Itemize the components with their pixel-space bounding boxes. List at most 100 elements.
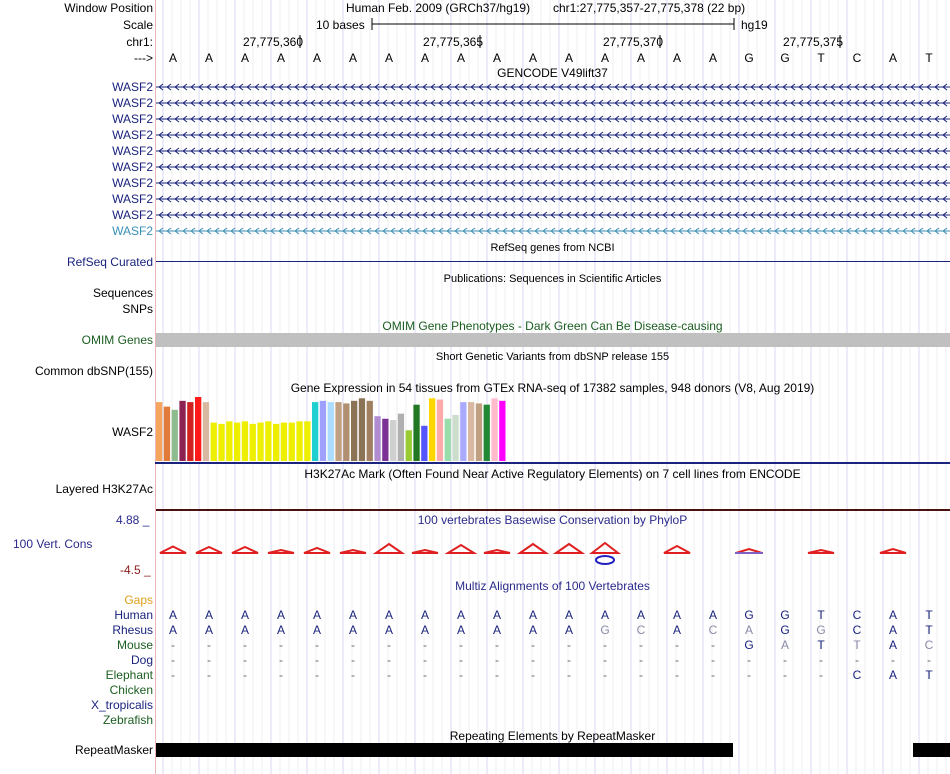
multiz-species-label[interactable]: X_tropicalis	[90, 698, 153, 712]
multiz-base: T	[817, 638, 825, 652]
gencode-transcript-line[interactable]	[156, 114, 950, 124]
multiz-base: A	[384, 623, 393, 637]
multiz-base: A	[456, 608, 465, 622]
phylop-base-glyph	[339, 548, 367, 554]
gencode-gene-label[interactable]: WASF2	[112, 144, 153, 158]
omim-feature-band[interactable]	[156, 333, 950, 347]
phylop-base-glyph	[516, 542, 550, 554]
omim-track-label[interactable]: OMIM Genes	[81, 333, 153, 347]
refseq-track-label[interactable]: RefSeq Curated	[66, 255, 153, 269]
gencode-gene-label[interactable]: WASF2	[112, 112, 153, 126]
gtex-track-label[interactable]: WASF2	[112, 425, 153, 439]
gencode-gene-label[interactable]: WASF2	[112, 160, 153, 174]
gtex-tissue-bar	[382, 418, 389, 461]
window-position-label: Window Position	[64, 1, 153, 15]
multiz-base: A	[708, 608, 717, 622]
gtex-tissue-bar	[273, 423, 280, 461]
multiz-base: -	[315, 638, 319, 652]
gencode-gene-label[interactable]: WASF2	[112, 128, 153, 142]
multiz-base: -	[495, 653, 499, 667]
multiz-base: A	[564, 608, 573, 622]
h3k27ac-track-label[interactable]: Layered H3K27Ac	[55, 482, 153, 496]
multiz-base: -	[675, 668, 679, 682]
multiz-base: -	[639, 638, 643, 652]
gencode-gene-label[interactable]: WASF2	[112, 80, 153, 94]
gencode-transcript-line[interactable]	[156, 146, 950, 156]
phylop-base-glyph	[807, 548, 835, 554]
gencode-transcript-line[interactable]	[156, 226, 950, 236]
gencode-transcript-line[interactable]	[156, 130, 950, 140]
multiz-track-title: Multiz Alignments of 100 Vertebrates	[455, 579, 650, 593]
dbsnp-track-title: Short Genetic Variants from dbSNP releas…	[435, 351, 670, 363]
gtex-track-title: Gene Expression in 54 tissues from GTEx …	[290, 381, 815, 395]
gencode-gene-label[interactable]: WASF2	[112, 176, 153, 190]
gencode-transcript-line[interactable]	[156, 194, 950, 204]
multiz-base: -	[315, 668, 319, 682]
multiz-base: A	[204, 608, 213, 622]
phylop-logo[interactable]	[155, 540, 950, 570]
multiz-base: T	[925, 668, 933, 682]
phylop-track-label[interactable]: 100 Vert. Cons	[13, 537, 93, 551]
phylop-max-label: 4.88 _	[116, 513, 150, 527]
gencode-gene-label[interactable]: WASF2	[112, 208, 153, 222]
publications-sequences-label[interactable]: Sequences	[92, 286, 153, 300]
gtex-tissue-bar	[163, 406, 171, 461]
gtex-tissue-bar	[265, 421, 272, 461]
gencode-transcript-line[interactable]	[156, 178, 950, 188]
gtex-tissue-bar	[358, 398, 366, 461]
multiz-base: A	[204, 623, 213, 637]
multiz-species-label[interactable]: Human	[114, 608, 153, 622]
multiz-base: A	[888, 638, 897, 652]
multiz-base: A	[600, 608, 609, 622]
multiz-species-label[interactable]: Rhesus	[112, 623, 153, 637]
multiz-species-label[interactable]: Dog	[130, 653, 153, 667]
multiz-base: -	[783, 653, 787, 667]
phylop-base-glyph	[231, 545, 259, 554]
refseq-line[interactable]	[156, 261, 950, 262]
base-letter: A	[420, 51, 429, 65]
multiz-species-label[interactable]: Mouse	[116, 638, 153, 652]
repeat-element-block[interactable]	[156, 743, 733, 757]
gencode-gene-label[interactable]: WASF2	[112, 96, 153, 110]
multiz-base: -	[639, 653, 643, 667]
base-letter: A	[204, 51, 213, 65]
gtex-tissue-bar	[288, 422, 295, 461]
gtex-tissue-bar	[351, 400, 358, 461]
repeat-element-block[interactable]	[913, 743, 950, 757]
multiz-base: -	[243, 653, 247, 667]
gtex-bar-chart[interactable]	[155, 396, 950, 464]
base-letter: A	[168, 51, 177, 65]
gencode-transcript-line[interactable]	[156, 162, 950, 172]
gencode-track-title: GENCODE V49lift37	[497, 66, 608, 80]
multiz-base: A	[312, 608, 321, 622]
repeatmasker-track-title: Repeating Elements by RepeatMasker	[449, 729, 656, 743]
multiz-base: A	[348, 608, 357, 622]
gtex-tissue-bar	[374, 416, 381, 461]
multiz-base: G	[600, 623, 610, 637]
multiz-base: A	[240, 608, 249, 622]
gencode-gene-label[interactable]: WASF2	[112, 224, 153, 238]
multiz-base: A	[348, 623, 357, 637]
gencode-gene-label[interactable]: WASF2	[112, 192, 153, 206]
repeatmasker-track-label[interactable]: RepeatMasker	[74, 743, 153, 757]
publications-snps-label[interactable]: SNPs	[122, 302, 153, 316]
multiz-species-label[interactable]: Chicken	[109, 683, 153, 697]
gtex-tissue-bar	[319, 400, 327, 461]
multiz-species-label[interactable]: Zebrafish	[102, 713, 153, 727]
gencode-transcript-line[interactable]	[156, 82, 950, 92]
multiz-base: G	[816, 623, 826, 637]
multiz-species-label[interactable]: Elephant	[105, 668, 153, 682]
gencode-transcript-line[interactable]	[156, 98, 950, 108]
gtex-tissue-bar	[156, 402, 163, 461]
multiz-base: C	[852, 623, 862, 637]
gtex-tissue-bar	[421, 425, 428, 461]
dbsnp-track-label[interactable]: Common dbSNP(155)	[34, 364, 153, 378]
multiz-base: A	[564, 623, 573, 637]
multiz-gaps-label[interactable]: Gaps	[124, 593, 153, 607]
multiz-base: -	[531, 653, 535, 667]
gtex-tissue-bar	[171, 409, 178, 461]
base-letter: A	[348, 51, 357, 65]
multiz-base: -	[675, 638, 679, 652]
coord-tick-label: 27,775,360	[242, 35, 303, 49]
gencode-transcript-line[interactable]	[156, 210, 950, 220]
